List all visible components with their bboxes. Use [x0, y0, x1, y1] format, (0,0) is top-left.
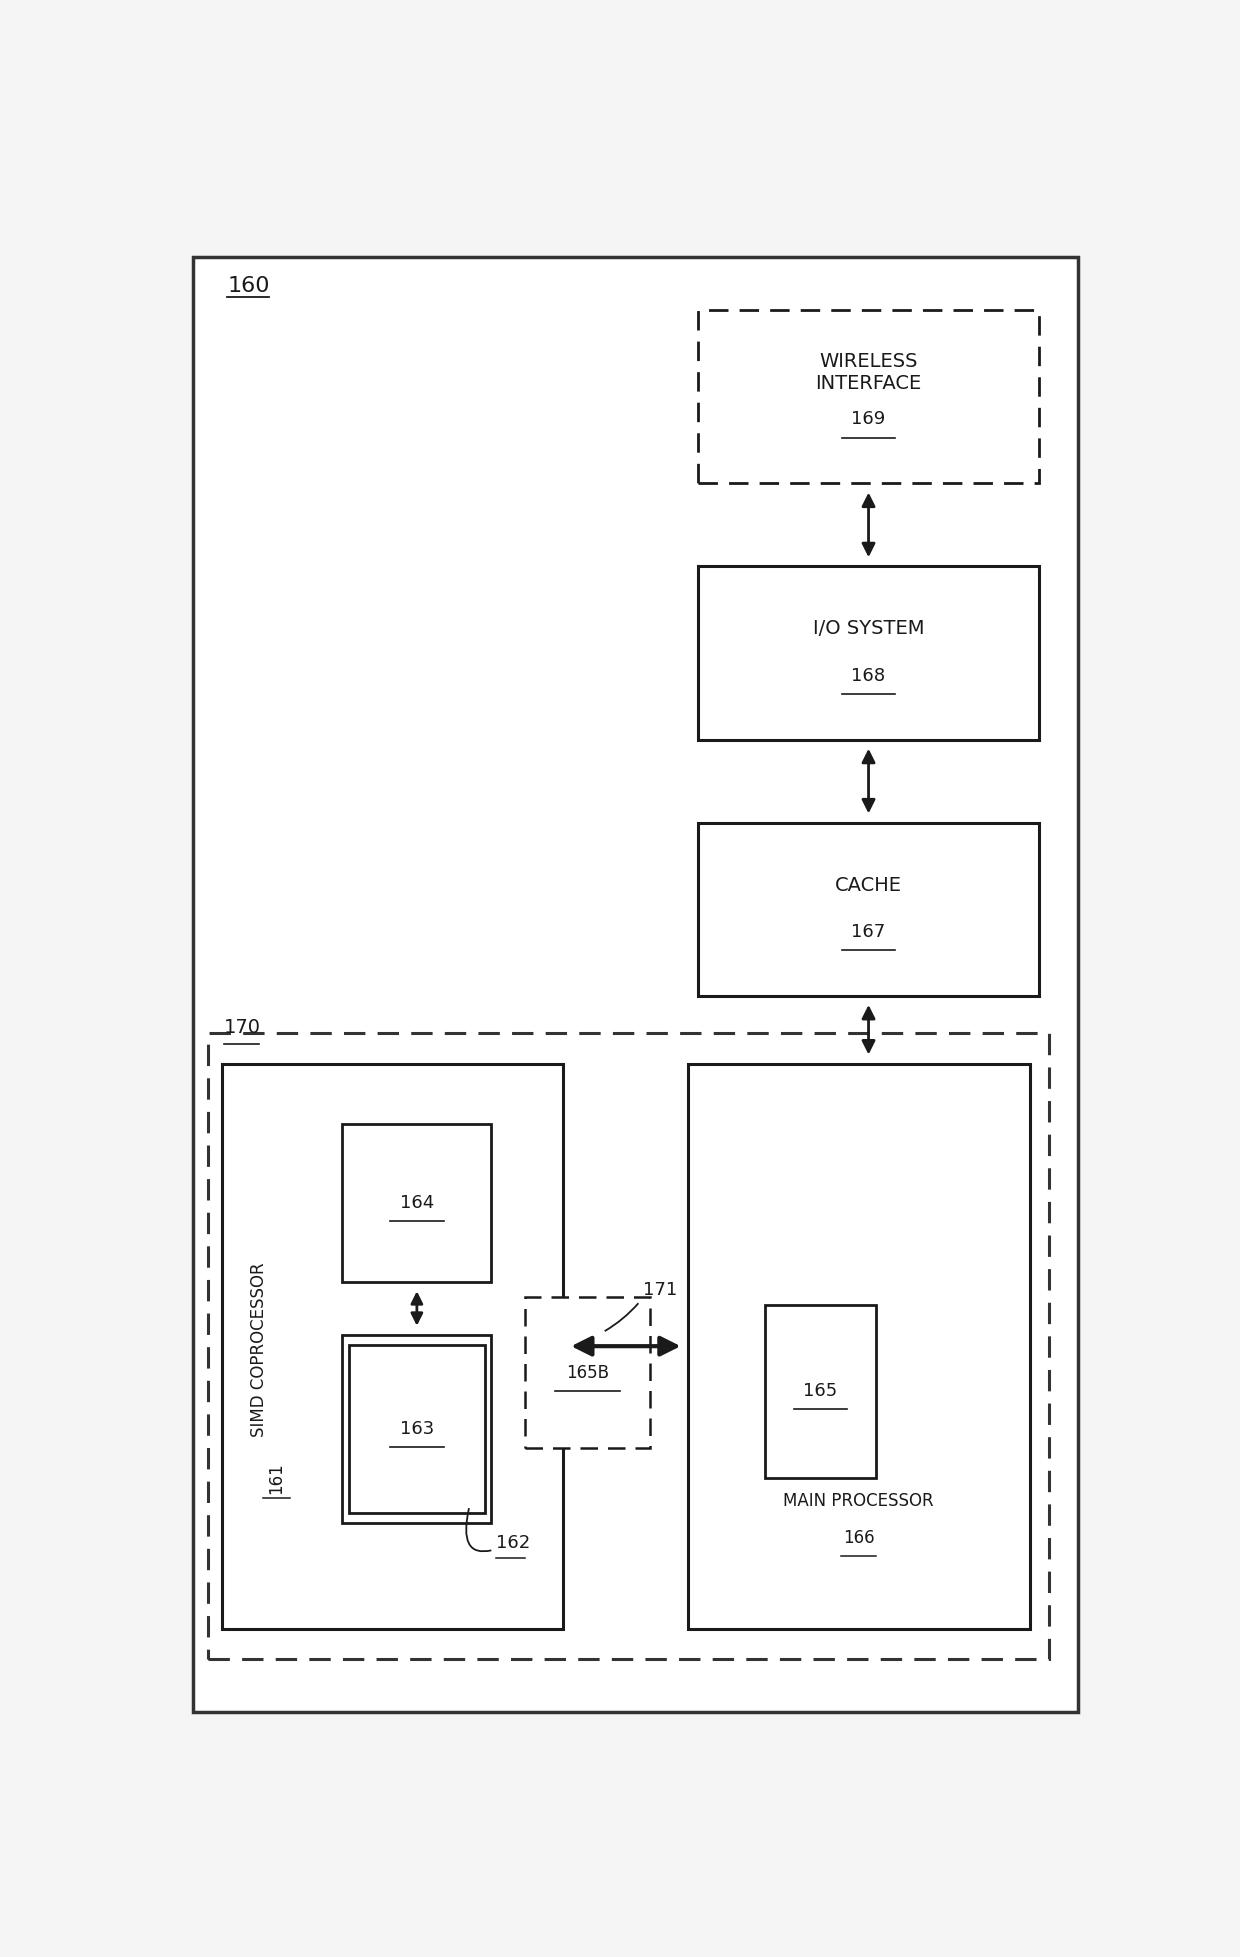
Text: 166: 166: [843, 1528, 874, 1548]
Text: 171: 171: [644, 1280, 677, 1299]
Text: 161: 161: [267, 1462, 285, 1493]
Text: MAIN PROCESSOR: MAIN PROCESSOR: [784, 1491, 934, 1509]
Bar: [765, 1305, 875, 1478]
Bar: [688, 1065, 1029, 1628]
Text: 160: 160: [227, 276, 269, 296]
Bar: [525, 1297, 650, 1448]
Bar: [350, 1344, 485, 1513]
Text: CACHE: CACHE: [835, 875, 901, 894]
Text: 163: 163: [399, 1421, 434, 1438]
Text: 168: 168: [852, 667, 885, 685]
Text: 162: 162: [496, 1534, 531, 1552]
Text: I/O SYSTEM: I/O SYSTEM: [812, 620, 924, 638]
Bar: [698, 309, 1039, 483]
Bar: [698, 566, 1039, 740]
Text: 165: 165: [804, 1382, 837, 1401]
Text: WIRELESS
INTERFACE: WIRELESS INTERFACE: [816, 352, 921, 393]
Bar: [208, 1033, 1049, 1660]
Text: 167: 167: [852, 924, 885, 941]
Bar: [698, 822, 1039, 996]
Text: 170: 170: [224, 1018, 262, 1037]
Bar: [342, 1335, 491, 1523]
Bar: [222, 1065, 563, 1628]
Text: 164: 164: [399, 1194, 434, 1211]
Bar: [342, 1123, 491, 1282]
Text: 169: 169: [852, 411, 885, 429]
Text: 165B: 165B: [565, 1364, 609, 1382]
Text: SIMD COPROCESSOR: SIMD COPROCESSOR: [249, 1262, 268, 1436]
